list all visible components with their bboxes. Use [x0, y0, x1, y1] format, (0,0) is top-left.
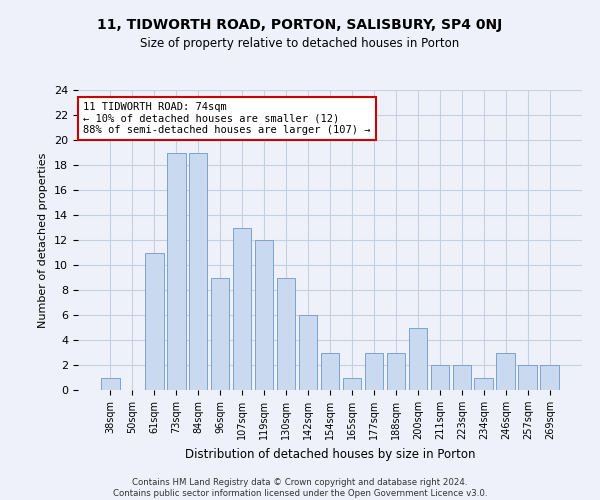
Bar	[233, 228, 251, 390]
Bar	[343, 378, 361, 390]
Bar	[299, 315, 317, 390]
Bar	[365, 352, 383, 390]
Bar	[452, 365, 471, 390]
Y-axis label: Number of detached properties: Number of detached properties	[38, 152, 49, 328]
Bar	[409, 328, 427, 390]
Bar	[167, 152, 185, 390]
Bar	[475, 378, 493, 390]
Bar	[386, 352, 405, 390]
Bar	[211, 278, 229, 390]
Bar	[277, 278, 295, 390]
Bar	[189, 152, 208, 390]
Text: 11, TIDWORTH ROAD, PORTON, SALISBURY, SP4 0NJ: 11, TIDWORTH ROAD, PORTON, SALISBURY, SP…	[97, 18, 503, 32]
Bar	[255, 240, 274, 390]
Text: 11 TIDWORTH ROAD: 74sqm
← 10% of detached houses are smaller (12)
88% of semi-de: 11 TIDWORTH ROAD: 74sqm ← 10% of detache…	[83, 102, 371, 135]
Bar	[145, 252, 164, 390]
Bar	[431, 365, 449, 390]
Bar	[101, 378, 119, 390]
Text: Contains HM Land Registry data © Crown copyright and database right 2024.
Contai: Contains HM Land Registry data © Crown c…	[113, 478, 487, 498]
Bar	[541, 365, 559, 390]
Bar	[320, 352, 340, 390]
Bar	[496, 352, 515, 390]
Text: Size of property relative to detached houses in Porton: Size of property relative to detached ho…	[140, 38, 460, 51]
Bar	[518, 365, 537, 390]
X-axis label: Distribution of detached houses by size in Porton: Distribution of detached houses by size …	[185, 448, 475, 460]
